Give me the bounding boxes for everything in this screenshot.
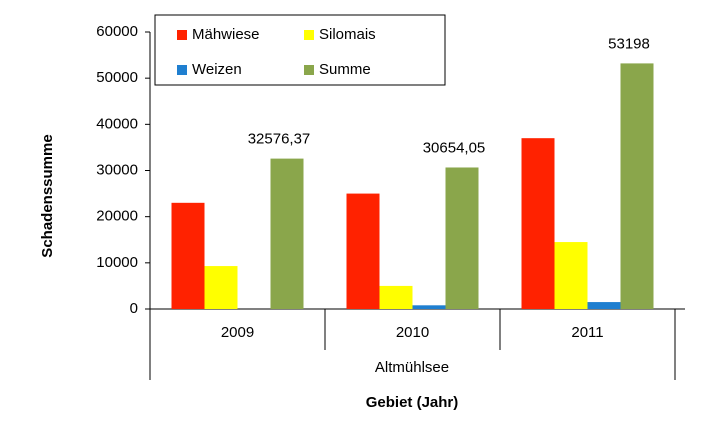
bar	[445, 167, 479, 309]
legend-label: Silomais	[319, 26, 376, 43]
bar	[270, 158, 304, 309]
bar	[521, 138, 555, 309]
y-tick-label: 0	[130, 300, 138, 317]
y-tick-label: 60000	[96, 23, 138, 40]
data-label: 32576,37	[248, 131, 311, 148]
y-tick-label: 40000	[96, 115, 138, 132]
y-tick-label: 30000	[96, 161, 138, 178]
legend-box	[154, 14, 446, 86]
legend-label: Weizen	[192, 61, 242, 78]
legend-swatch	[177, 30, 187, 40]
bar	[171, 202, 205, 309]
data-label: 53198	[608, 35, 650, 52]
bar	[620, 63, 654, 310]
x-axis-label: Gebiet (Jahr)	[366, 394, 459, 411]
bar	[379, 285, 413, 309]
y-tick-label: 10000	[96, 254, 138, 271]
x-tick-label: 2010	[396, 324, 429, 341]
bar	[587, 302, 621, 309]
bar	[554, 242, 588, 309]
x-tick-label: 2011	[571, 324, 603, 341]
legend-swatch	[304, 30, 314, 40]
y-tick-label: 50000	[96, 69, 138, 86]
y-axis-label: Schadenssumme	[39, 134, 56, 257]
x-tick-label: 2009	[221, 324, 254, 341]
y-tick-label: 20000	[96, 208, 138, 225]
legend-swatch	[177, 65, 187, 75]
bar	[346, 193, 380, 309]
bar	[412, 305, 446, 309]
legend-label: Summe	[319, 61, 371, 78]
bar	[204, 266, 238, 309]
legend-label: Mähwiese	[192, 26, 260, 43]
data-label: 30654,05	[423, 139, 486, 156]
group-label: Altmühlsee	[375, 359, 449, 376]
legend-swatch	[304, 65, 314, 75]
